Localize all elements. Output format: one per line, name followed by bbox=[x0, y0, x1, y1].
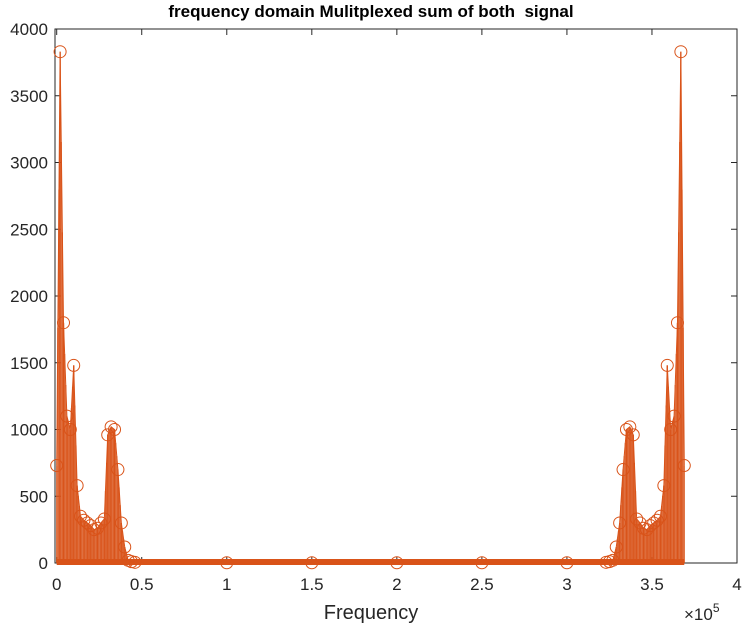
data-point bbox=[220, 556, 234, 570]
x-exponent-base: ×10 bbox=[684, 605, 713, 624]
data-point bbox=[664, 423, 678, 436]
data-point bbox=[674, 45, 688, 59]
data-point bbox=[606, 553, 620, 567]
data-point bbox=[670, 316, 684, 330]
data-point bbox=[50, 459, 64, 473]
y-tick-label: 0 bbox=[39, 554, 48, 573]
series-line bbox=[56, 51, 685, 564]
data-point bbox=[94, 516, 108, 530]
x-tick-label: 2.5 bbox=[470, 575, 494, 594]
data-point bbox=[619, 423, 633, 436]
data-point bbox=[108, 423, 122, 436]
y-tick-label: 2500 bbox=[10, 220, 48, 239]
x-tick-label: 0 bbox=[52, 575, 61, 594]
data-point bbox=[118, 540, 132, 554]
data-point bbox=[67, 358, 81, 372]
data-point bbox=[677, 459, 691, 473]
y-tick-label: 4000 bbox=[10, 20, 48, 39]
data-point bbox=[630, 512, 644, 526]
data-point bbox=[650, 513, 664, 527]
data-point bbox=[657, 479, 671, 493]
x-tick-label: 1.5 bbox=[300, 575, 324, 594]
x-tick-label: 1 bbox=[222, 575, 231, 594]
data-point bbox=[613, 516, 627, 530]
data-point bbox=[390, 556, 404, 570]
chart-title: frequency domain Mulitplexed sum of both… bbox=[168, 2, 574, 21]
data-point bbox=[623, 420, 637, 434]
x-tick-label: 2 bbox=[392, 575, 401, 594]
data-point bbox=[53, 45, 67, 59]
data-point bbox=[101, 428, 115, 442]
data-point bbox=[114, 516, 128, 530]
data-point bbox=[643, 519, 657, 533]
data-point bbox=[560, 556, 574, 570]
data-point bbox=[616, 463, 630, 477]
y-tick-label: 3000 bbox=[10, 154, 48, 173]
data-point bbox=[60, 409, 74, 423]
data-point bbox=[63, 423, 77, 436]
x-axis-label: Frequency bbox=[323, 602, 419, 624]
data-point bbox=[74, 509, 88, 523]
data-point bbox=[475, 556, 489, 570]
data-point bbox=[111, 463, 125, 477]
data-point bbox=[80, 516, 94, 530]
x-tick-label: 0.5 bbox=[130, 575, 154, 594]
y-tick-label: 1000 bbox=[10, 421, 48, 440]
y-tick-label: 3500 bbox=[10, 87, 48, 106]
x-tick-label: 4 bbox=[732, 575, 741, 594]
data-point bbox=[647, 516, 661, 530]
x-exponent-power: 5 bbox=[712, 601, 720, 615]
y-tick-label: 500 bbox=[20, 487, 48, 506]
data-point bbox=[660, 358, 674, 372]
x-axis-exponent: ×105 bbox=[684, 601, 720, 625]
x-tick-label: 3 bbox=[562, 575, 571, 594]
data-point bbox=[97, 512, 111, 526]
x-tick-label: 3.5 bbox=[640, 575, 664, 594]
series-group bbox=[50, 45, 691, 570]
data-point bbox=[84, 519, 98, 533]
data-point bbox=[667, 409, 681, 423]
data-point bbox=[609, 540, 623, 554]
data-point bbox=[653, 509, 667, 523]
y-tick-label: 1500 bbox=[10, 354, 48, 373]
data-point bbox=[70, 479, 84, 493]
data-point bbox=[77, 513, 91, 527]
data-point bbox=[128, 555, 142, 569]
data-point bbox=[626, 428, 640, 442]
data-point bbox=[305, 556, 319, 570]
data-point bbox=[57, 316, 71, 330]
series-stems bbox=[56, 51, 685, 563]
y-tick-label: 2000 bbox=[10, 287, 48, 306]
data-point bbox=[640, 523, 654, 537]
data-point bbox=[104, 420, 118, 434]
